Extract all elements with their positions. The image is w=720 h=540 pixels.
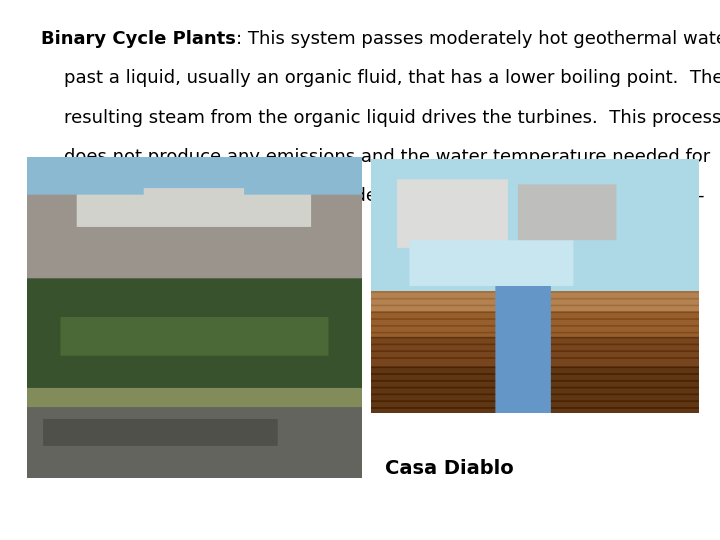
- Text: Casa Diablo: Casa Diablo: [385, 459, 514, 478]
- Text: Binary Cycle Plants: Binary Cycle Plants: [41, 30, 236, 48]
- Text: the water is lower than that needed in the Flash Steam Plants (250°F –: the water is lower than that needed in t…: [41, 187, 705, 205]
- Text: resulting steam from the organic liquid drives the turbines.  This process: resulting steam from the organic liquid …: [41, 109, 720, 126]
- Text: : This system passes moderately hot geothermal water: : This system passes moderately hot geot…: [236, 30, 720, 48]
- Text: 360°F).: 360°F).: [41, 227, 130, 245]
- Text: does not produce any emissions and the water temperature needed for: does not produce any emissions and the w…: [41, 148, 711, 166]
- Text: past a liquid, usually an organic fluid, that has a lower boiling point.  The: past a liquid, usually an organic fluid,…: [41, 69, 720, 87]
